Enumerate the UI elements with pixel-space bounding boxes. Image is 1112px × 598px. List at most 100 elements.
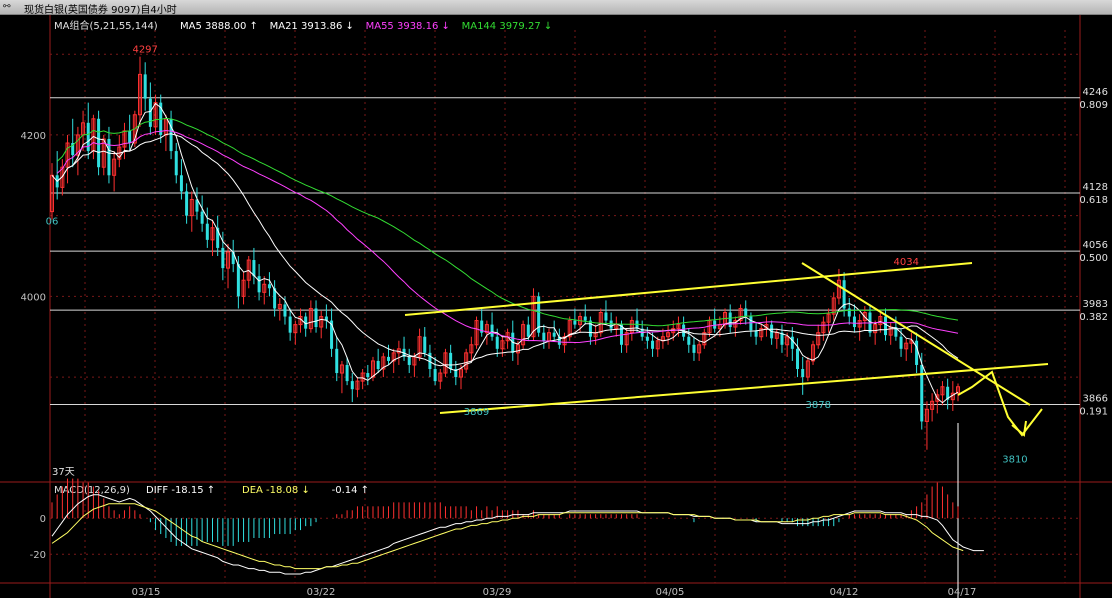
candle-body-up [811,344,816,362]
candle-body-up [805,360,810,378]
candle-body-down [200,211,204,224]
candle-body-down [205,223,209,240]
candle-body-up [924,408,929,422]
macd-legend-item: -0.14 ↑ [332,485,369,496]
candle-body-down [345,364,349,382]
candle-body-up [75,134,80,156]
lower-channel-line [439,363,1049,414]
candle-body-down [330,320,334,349]
date-tick-label: 03/15 [132,587,161,598]
candle-body-down [604,312,608,321]
candle-body-up [262,283,267,293]
ma-legend-item: MA55 3938.16 ↓ [366,21,450,32]
candle-body-down [169,118,173,152]
candle-body-down [651,340,655,349]
candle-body-down [423,336,427,353]
candle-body-up [308,307,313,330]
window-title: 现货白银(英国债券 9097)自4小时 [24,5,177,16]
candle-body-down [252,260,256,277]
candle-body-up [697,344,702,354]
chart-area[interactable]: 4246 0.809 4128 0.618 4056 0.500 3983 0.382 3866… [0,15,1112,598]
candle-body-up [319,316,324,328]
candle-body-up [738,307,743,322]
candle-body-up [50,174,54,213]
fib-ratio-label: 0.191 [1079,407,1108,418]
candle-body-up [785,336,790,346]
candle-body-down [868,312,872,333]
candle-body-down [335,348,339,374]
candle-body-down [796,348,800,369]
ma-legend-item: MA5 3888.00 ↑ [180,21,258,32]
candle-body-down [143,74,147,99]
upper-channel-line [404,262,973,316]
candle-body-down [645,336,649,341]
candle-body-up [940,386,945,396]
candle-body-up [417,336,422,358]
candle-body-down [687,336,691,345]
candle-body-up [210,227,215,241]
candle-body-down [128,130,132,143]
candle-body-up [521,324,526,346]
candle-body-down [583,316,587,321]
candle-body-down [526,324,530,337]
fib-price-label: 3866 [1083,394,1108,405]
candle-body-up [277,303,282,309]
candle-body-down [148,98,152,127]
down-trendline [801,262,1031,406]
candle-body-down [350,381,354,390]
candle-body-up [464,352,469,370]
candle-body-down [842,280,846,309]
axis-labels: 4200 4000 03/15 03/22 03/29 04/05 04/12 04/17 0 -… [21,131,977,598]
candle-body-down [542,332,546,341]
macd-legend-item: DIFF -18.15 ↑ [146,485,215,496]
date-tick-label: 04/17 [948,587,977,598]
ma-line-ma144 [56,117,959,327]
candle-body-up [458,368,463,378]
candle-body-up [614,324,619,330]
candle-body-down [236,264,240,297]
candle-body-down [490,324,494,337]
candle-body-up [438,372,443,382]
candle-body-up [878,316,883,326]
ma-legend-item: MA21 3913.86 ↓ [270,21,354,32]
candle-body-down [749,316,753,331]
candle-body-up [831,297,836,315]
candle-body-down [324,316,328,321]
macd-dea-line [51,503,964,570]
candle-body-up [370,360,375,378]
candle-body-up [138,73,143,116]
candle-body-down [449,352,453,369]
candle-body-down [387,356,391,361]
candle-body-up [355,380,360,390]
candle-body-down [231,251,235,265]
candle-body-down [728,312,732,328]
candle-body-down [780,332,784,345]
candle-body-down [915,340,919,365]
ma-line-ma55 [56,129,959,344]
macd-tick-label: 0 [40,514,46,525]
candle-body-up [956,386,960,394]
candle-body-up [246,259,251,281]
candle-body-up [676,324,681,330]
candle-body-down [433,369,437,382]
candle-body-up [759,328,764,338]
candle-body-down [428,352,432,369]
candle-body-down [273,288,277,309]
candle-body-down [179,175,183,192]
candle-body-down [801,369,805,378]
candle-body-down [588,320,592,337]
chart-legend: MA组合(5,21,55,144) MA5 3888.00 ↑ MA21 3913.… [54,19,552,32]
candle-body-down [216,227,220,248]
candle-body-down [946,386,950,400]
candle-body-down [454,369,458,378]
candle-body-down [609,320,613,329]
price-annotation: 4034 [894,257,919,268]
candle-body-down [495,336,499,349]
candle-body-down [754,330,758,337]
candle-body-up [531,295,536,338]
candle-body-up [112,158,117,176]
ma-group-legend: MA组合(5,21,55,144) [54,19,158,32]
candle-body-down [366,373,370,378]
candle-body-up [122,130,127,148]
candle-body-down [847,308,851,317]
